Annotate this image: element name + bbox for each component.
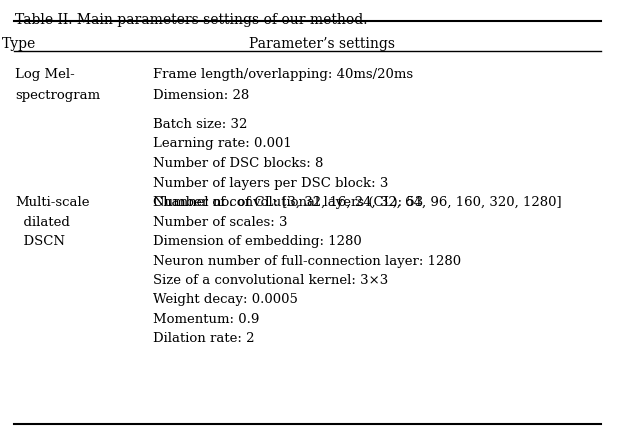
Text: Batch size: 32: Batch size: 32 [153,118,248,131]
Text: Number of scales: 3: Number of scales: 3 [153,215,287,228]
Text: Table II. Main parameters settings of our method.: Table II. Main parameters settings of ou… [15,13,368,27]
Text: Dimension: 28: Dimension: 28 [153,89,249,102]
Text: dilated: dilated [15,215,70,228]
Text: Log Mel-: Log Mel- [15,68,75,81]
Text: spectrogram: spectrogram [15,89,100,102]
Text: Channel no. of CL: [3, 32, 16, 24, 32, 64, 96, 160, 320, 1280]: Channel no. of CL: [3, 32, 16, 24, 32, 6… [153,196,562,209]
Text: Frame length/overlapping: 40ms/20ms: Frame length/overlapping: 40ms/20ms [153,68,413,81]
Text: Number of layers per DSC block: 3: Number of layers per DSC block: 3 [153,176,388,189]
Text: Number of DSC blocks: 8: Number of DSC blocks: 8 [153,157,323,169]
Text: Size of a convolutional kernel: 3×3: Size of a convolutional kernel: 3×3 [153,273,388,286]
Text: Dimension of embedding: 1280: Dimension of embedding: 1280 [153,234,362,247]
Text: Neuron number of full-connection layer: 1280: Neuron number of full-connection layer: … [153,254,461,267]
Text: Parameter’s settings: Parameter’s settings [248,37,395,51]
Text: DSCN: DSCN [15,234,65,247]
Text: Weight decay: 0.0005: Weight decay: 0.0005 [153,293,298,306]
Text: Dilation rate: 2: Dilation rate: 2 [153,332,255,345]
Text: Type: Type [2,37,36,51]
Text: Learning rate: 0.001: Learning rate: 0.001 [153,137,292,150]
Text: Number of convolutional layers (CL): 53: Number of convolutional layers (CL): 53 [153,196,423,209]
Text: Multi-scale: Multi-scale [15,196,90,209]
Text: Momentum: 0.9: Momentum: 0.9 [153,312,259,325]
